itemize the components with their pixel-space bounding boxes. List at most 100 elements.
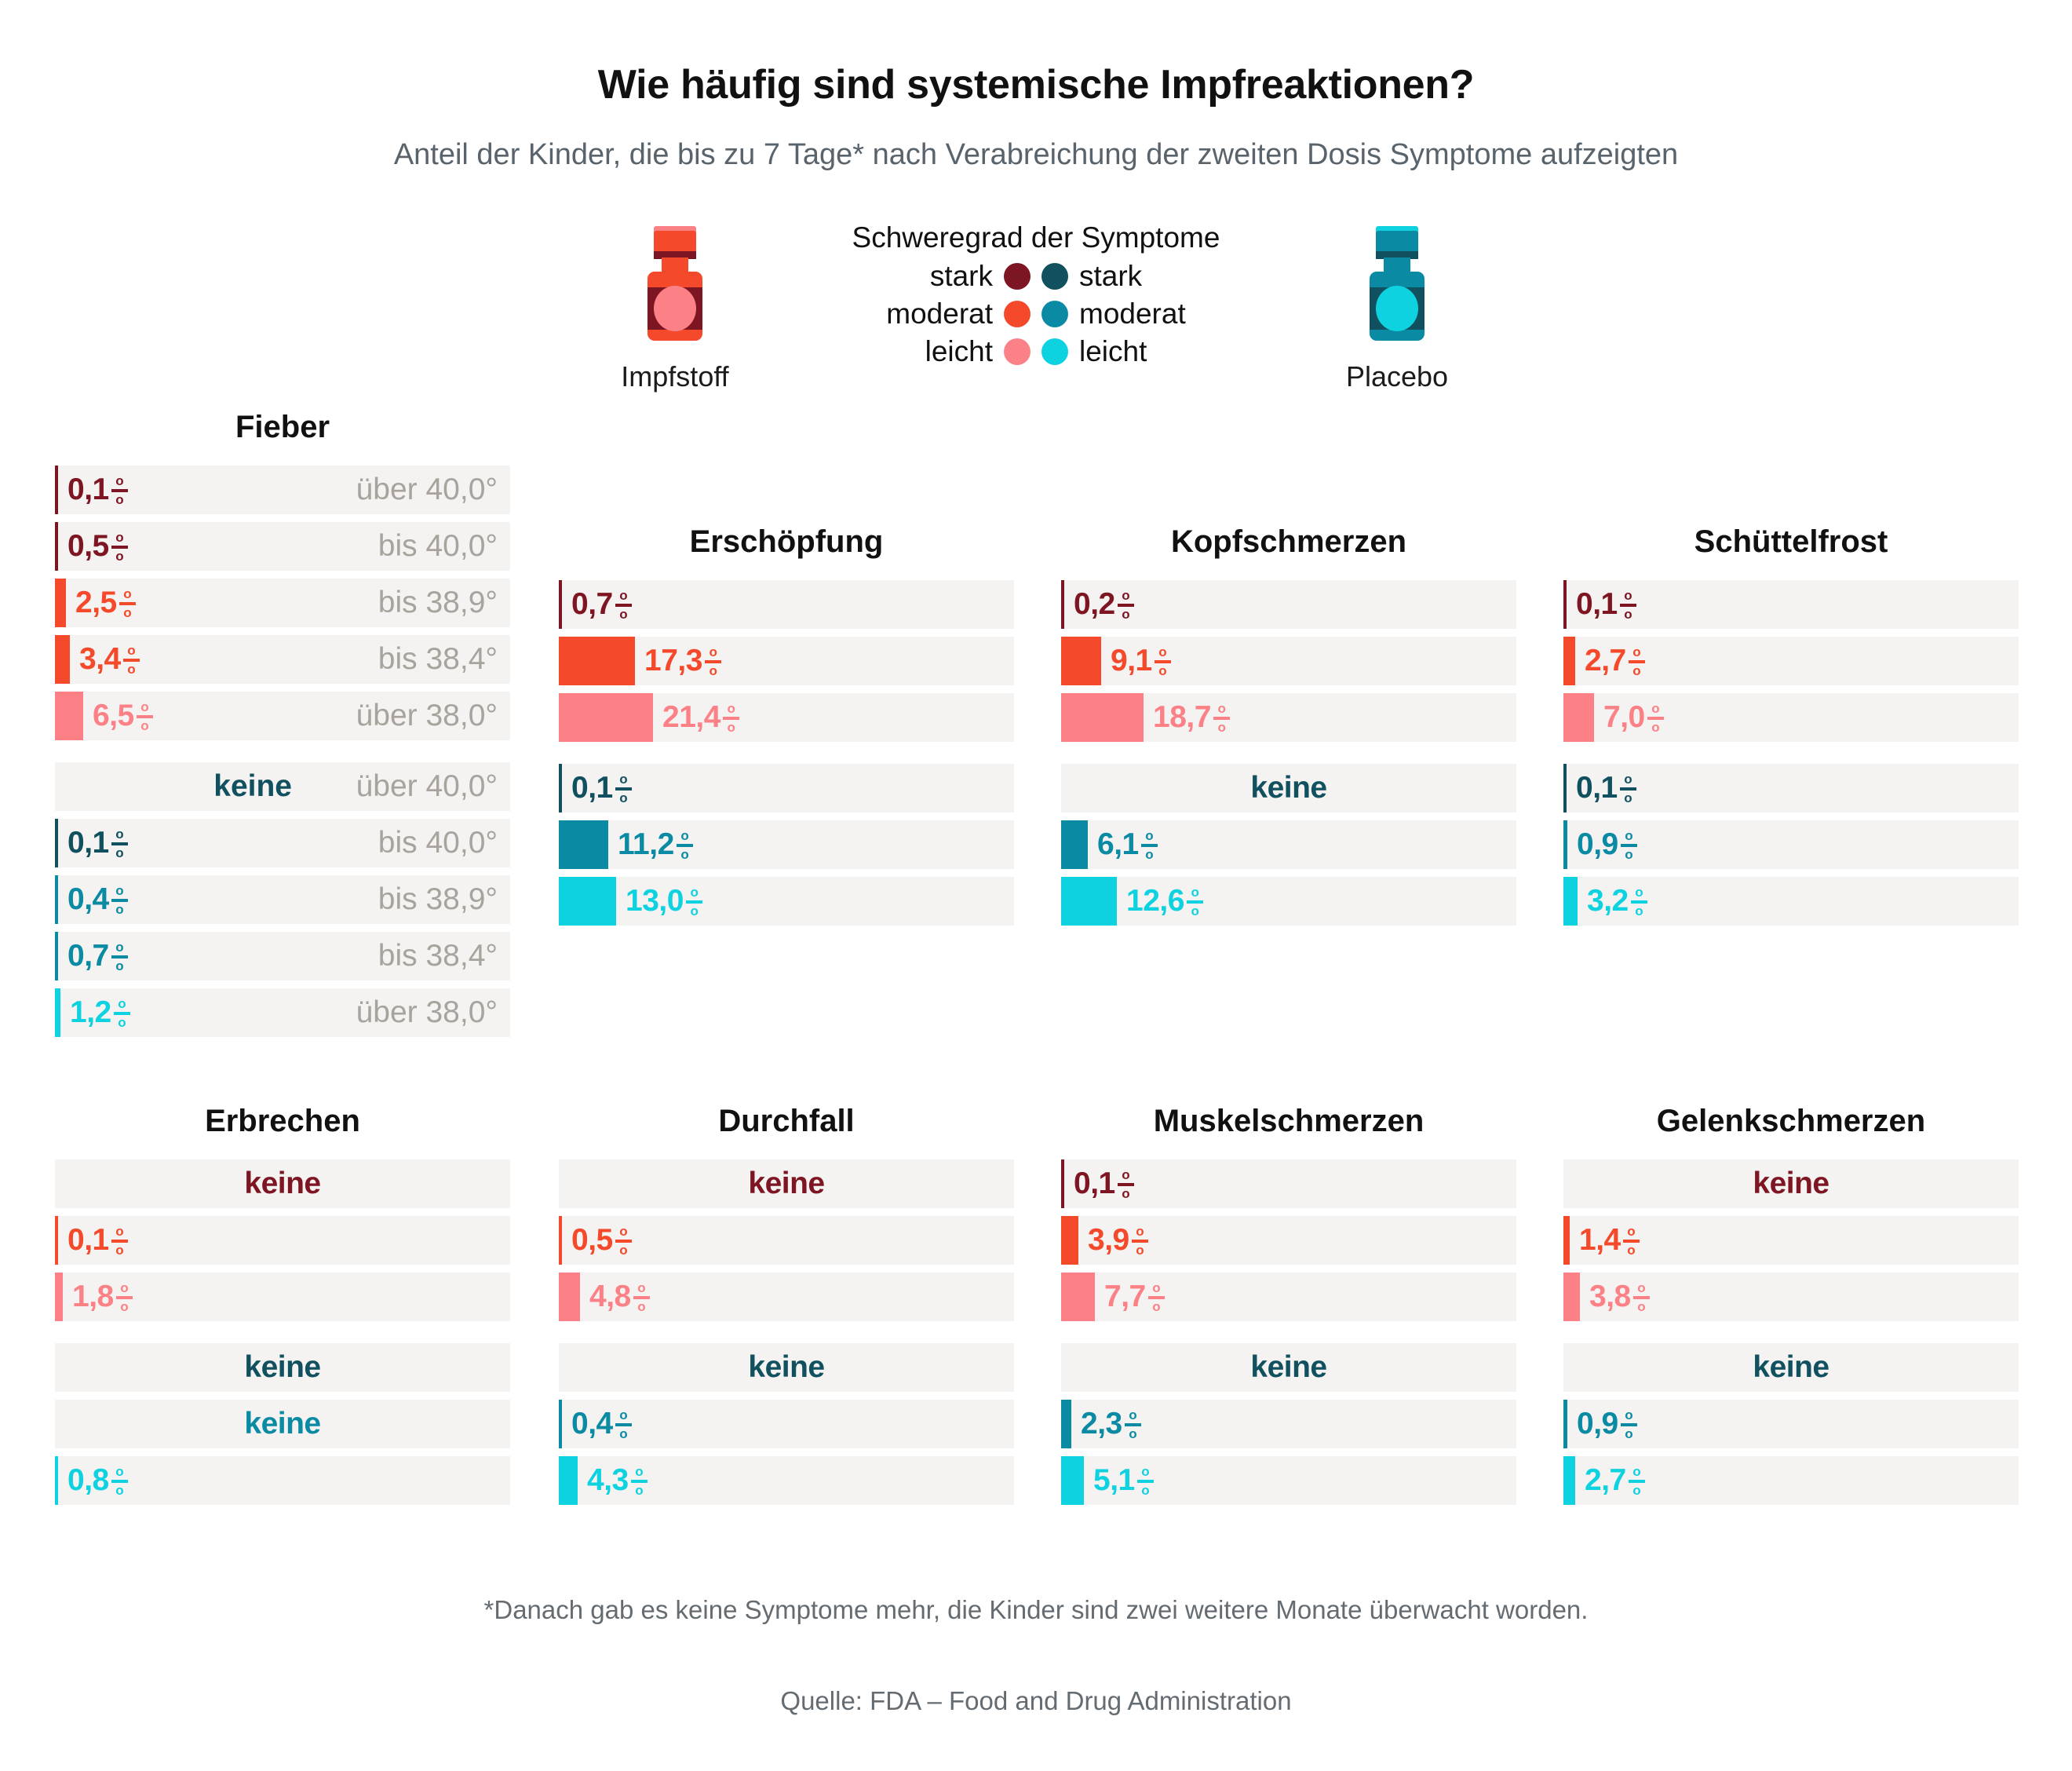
bar-vaccine-stark [55,466,58,514]
bar-row: 9,1 o o [1061,637,1516,685]
value-label: 0,1 o o [67,826,128,860]
value-label: 1,4 o o [1579,1223,1640,1258]
bar-row: 0,1 o o [55,1216,510,1265]
legend-dot-placebo-leicht [1041,338,1068,365]
bar-vaccine-leicht [55,1273,63,1321]
temperature-label: über 38,0° [356,699,498,732]
bar-vaccine-moderat [55,635,70,684]
group-vaccine: 0,7 o o 17,3 o o 21,4 o o [559,580,1014,742]
value-label: 0,1 o o [67,1223,128,1258]
legend-dot-vaccine-leicht [1004,338,1031,365]
value-label: 11,2 o o [618,827,693,862]
bar-placebo-leicht [1563,1456,1575,1505]
bar-row: 0,4 o o bis 38,9° [55,875,510,924]
bar-row: 2,7 o o [1563,1456,2019,1505]
value-label: 5,1 o o [1093,1463,1154,1498]
value-label: 1,2 o o [70,995,130,1030]
bar-row: 4,8 o o [559,1273,1014,1321]
bar-row: 0,1 o o [1563,580,2019,629]
temperature-label: über 40,0° [356,473,498,506]
temperature-label: bis 40,0° [378,826,498,860]
panel-kopfschmerzen: Kopfschmerzen 0,2 o o 9,1 o o 18,7 o o keine 6,1 o o 1… [1061,524,1516,926]
panel-title: Gelenkschmerzen [1656,1104,1926,1138]
panel-title: Fieber [235,410,330,444]
value-label: keine [1753,1350,1829,1384]
bar-row: 0,1 o o bis 40,0° [55,819,510,867]
legend-heading: Schweregrad der Symptome [852,221,1220,254]
value-label: 2,7 o o [1585,644,1645,678]
legend-row-moderat: moderat moderat [828,295,1244,333]
legend-label-placebo-moderat: moderat [1079,298,1186,330]
panel-title: Schüttelfrost [1694,524,1888,559]
value-label: keine [213,769,292,803]
temperature-label: bis 40,0° [378,529,498,563]
bar-vaccine-leicht [1563,693,1594,742]
value-label: 7,7 o o [1104,1280,1165,1314]
bar-placebo-moderat [1061,820,1088,869]
value-label: 12,6 o o [1126,884,1203,918]
value-label: 0,1 o o [1576,587,1636,622]
value-label: keine [1753,1167,1829,1200]
value-label: keine [244,1407,321,1441]
temperature-label: über 40,0° [356,769,498,803]
value-label: 0,4 o o [571,1407,632,1441]
bar-row: 0,5 o o bis 40,0° [55,522,510,571]
bar-placebo-leicht [1061,877,1117,926]
bar-placebo-leicht [559,877,616,926]
bar-row: 18,7 o o [1061,693,1516,742]
bar-placebo-stark [559,764,562,812]
bar-vaccine-stark [55,522,58,571]
value-label: 0,9 o o [1577,827,1637,862]
bar-row: 2,3 o o [1061,1400,1516,1448]
group-placebo: keine 2,3 o o 5,1 o o [1061,1343,1516,1505]
group-vaccine: 0,2 o o 9,1 o o 18,7 o o [1061,580,1516,742]
bar-vaccine-moderat [1563,1216,1570,1265]
group-vaccine: 0,1 o o 2,7 o o 7,0 o o [1563,580,2019,742]
bar-placebo-moderat [55,875,58,924]
bar-vaccine-leicht [559,1273,580,1321]
panel-durchfall: Durchfall keine 0,5 o o 4,8 o o keine 0,4 o o 4,3 o o [559,1104,1014,1505]
value-label: 2,5 o o [75,586,136,620]
bar-row: 6,1 o o [1061,820,1516,869]
placebo-bottle-icon [1354,221,1440,351]
bar-placebo-leicht [55,988,60,1037]
value-label: 4,3 o o [587,1463,648,1498]
legend-vaccine-block: Impfstoff [557,221,793,393]
bar-vaccine-leicht [55,692,83,740]
panel-erschöpfung: Erschöpfung 0,7 o o 17,3 o o 21,4 o o 0,1 o o 11,2 o o 1… [559,524,1014,926]
legend: Impfstoff Schweregrad der Symptome stark… [0,221,2072,393]
bar-placebo-leicht [55,1456,58,1505]
value-label: 0,4 o o [67,882,128,917]
bar-vaccine-moderat [55,579,66,627]
bar-row: 0,2 o o [1061,580,1516,629]
legend-row-stark: stark stark [828,257,1244,295]
bar-row: keine [1563,1343,2019,1392]
bar-row: keine [559,1343,1014,1392]
page-title: Wie häufig sind systemische Impfreaktion… [597,62,1475,108]
bar-row: keine [1563,1159,2019,1208]
bar-placebo-stark [55,819,58,867]
bar-row: 0,7 o o bis 38,4° [55,932,510,980]
bar-vaccine-moderat [559,1216,562,1265]
legend-dot-placebo-stark [1041,263,1068,290]
